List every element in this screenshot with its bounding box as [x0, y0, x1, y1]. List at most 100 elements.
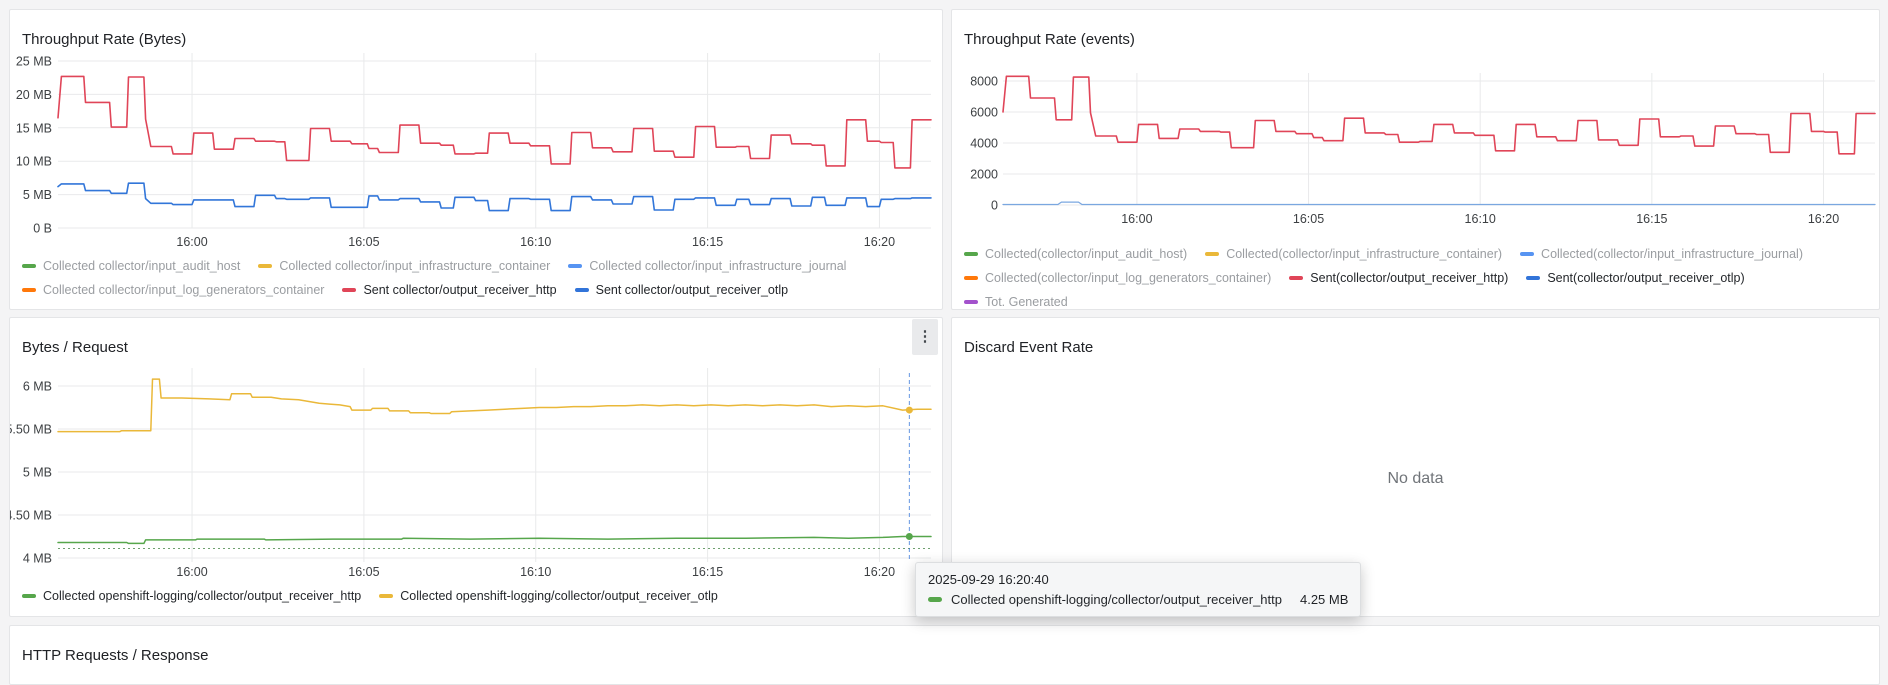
- legend-row: Collected openshift-logging/collector/ou…: [22, 584, 934, 608]
- y-axis-label: 25 MB: [16, 55, 52, 69]
- y-axis-label: 0: [991, 199, 998, 213]
- legend-swatch: [964, 252, 978, 256]
- legend-label: Collected(collector/input_log_generators…: [985, 271, 1272, 285]
- legend-label: Sent(collector/output_receiver_http): [1310, 271, 1509, 285]
- y-axis-label: 5.50 MB: [10, 423, 52, 437]
- y-axis-label: 4.50 MB: [10, 509, 52, 523]
- legend-bytes-request: Collected openshift-logging/collector/ou…: [22, 584, 934, 608]
- legend-item[interactable]: Collected(collector/input_infrastructure…: [1520, 247, 1803, 261]
- legend-swatch: [1526, 276, 1541, 280]
- legend-label: Collected collector/input_infrastructure…: [279, 259, 551, 273]
- y-axis-label: 2000: [970, 168, 998, 182]
- hover-point: [905, 406, 913, 414]
- legend-swatch: [964, 300, 978, 304]
- legend-label: Collected(collector/input_infrastructure…: [1541, 247, 1803, 261]
- x-axis-label: 16:05: [348, 235, 379, 249]
- series-line: [57, 378, 932, 433]
- legend-item[interactable]: Collected collector/input_log_generators…: [22, 283, 324, 297]
- tooltip-series-swatch: [928, 597, 942, 602]
- legend-item[interactable]: Collected(collector/input_log_generators…: [964, 271, 1271, 285]
- x-axis-label: 16:15: [692, 565, 723, 579]
- legend-item[interactable]: Sent collector/output_receiver_http: [342, 283, 557, 297]
- legend-swatch: [1205, 252, 1220, 256]
- throughput-bytes-chart[interactable]: 25 MB 20 MB 15 MB 10 MB 5 MB 0 B 16:00 16:05 16:…: [10, 10, 942, 250]
- panel-title: Throughput Rate (events): [964, 31, 1135, 49]
- legend-swatch: [1289, 276, 1304, 280]
- legend-item[interactable]: Collected collector/input_infrastructure…: [258, 259, 550, 273]
- x-axis-label: 16:20: [1808, 212, 1839, 226]
- y-axis-label: 10 MB: [16, 155, 52, 169]
- legend-label: Sent collector/output_receiver_http: [363, 283, 557, 297]
- tooltip-timestamp: 2025-09-29 16:20:40: [928, 572, 1049, 587]
- no-data-message: No data: [1387, 470, 1444, 487]
- legend-label: Collected collector/input_infrastructure…: [589, 259, 847, 273]
- y-axis-label: 8000: [970, 75, 998, 89]
- legend-label: Collected openshift-logging/collector/ou…: [43, 589, 362, 603]
- y-axis-label: 4 MB: [23, 552, 52, 566]
- series-line: [1002, 201, 1876, 206]
- legend-row: Collected(collector/input_log_generators…: [964, 266, 1871, 290]
- legend-item[interactable]: Tot. Generated: [964, 295, 1068, 309]
- x-axis-label: 16:20: [864, 235, 895, 249]
- legend-label: Collected collector/input_audit_host: [43, 259, 241, 273]
- legend-throughput-events: Collected(collector/input_audit_host) Col…: [964, 242, 1871, 314]
- x-axis-label: 16:15: [1636, 212, 1667, 226]
- legend-swatch: [1520, 252, 1535, 256]
- legend-label: Sent(collector/output_receiver_otlp): [1547, 271, 1745, 285]
- legend-label: Collected(collector/input_audit_host): [985, 247, 1188, 261]
- throughput-events-chart[interactable]: 8000 6000 4000 2000 0 16:00 16:05 16:10 16:15 16:…: [952, 10, 1879, 232]
- legend-row: Tot. Generated: [964, 290, 1871, 314]
- x-axis-label: 16:10: [520, 235, 551, 249]
- x-axis-label: 16:00: [1121, 212, 1152, 226]
- dashboard-page: { "colors":{"green":"#56A64B","yellow":"…: [9, 9, 1880, 685]
- y-axis-label: 4000: [970, 137, 998, 151]
- panel-throughput-events: 8000 6000 4000 2000 0 16:00 16:05 16:10 16:15 16:…: [951, 9, 1880, 310]
- legend-row: Collected collector/input_log_generators…: [22, 278, 934, 302]
- y-axis-label: 6000: [970, 106, 998, 120]
- series-line: [57, 182, 932, 212]
- legend-item[interactable]: Sent collector/output_receiver_otlp: [574, 283, 789, 297]
- legend-item[interactable]: Collected openshift-logging/collector/ou…: [22, 589, 361, 603]
- legend-swatch: [342, 288, 357, 292]
- legend-label: Sent collector/output_receiver_otlp: [595, 283, 789, 297]
- legend-swatch: [964, 276, 978, 280]
- tooltip-value: 4.25 MB: [1299, 592, 1349, 607]
- x-axis-label: 16:10: [1465, 212, 1496, 226]
- legend-swatch: [22, 264, 36, 268]
- legend-swatch: [258, 264, 273, 268]
- legend-item[interactable]: Collected(collector/input_infrastructure…: [1205, 247, 1502, 261]
- panel-bytes-request: 6 MB 5.50 MB 5 MB 4.50 MB 4 MB 16:00 16:05 16:1…: [9, 317, 943, 617]
- legend-item[interactable]: Sent(collector/output_receiver_http): [1289, 271, 1508, 285]
- series-line: [1002, 75, 1876, 155]
- x-axis-label: 16:00: [176, 565, 207, 579]
- legend-item[interactable]: Collected(collector/input_audit_host): [964, 247, 1187, 261]
- legend-item[interactable]: Sent(collector/output_receiver_otlp): [1526, 271, 1745, 285]
- legend-item[interactable]: Collected openshift-logging/collector/ou…: [379, 589, 718, 603]
- x-axis-label: 16:05: [348, 565, 379, 579]
- panel-title: Bytes / Request: [22, 339, 128, 357]
- x-axis-label: 16:15: [692, 235, 723, 249]
- legend-swatch: [22, 594, 36, 598]
- x-axis-label: 16:00: [176, 235, 207, 249]
- legend-label: Tot. Generated: [985, 295, 1068, 309]
- legend-throughput-bytes: Collected collector/input_audit_host Coll…: [22, 254, 934, 302]
- y-axis-label: 5 MB: [23, 188, 52, 202]
- legend-item[interactable]: Collected collector/input_infrastructure…: [568, 259, 846, 273]
- tooltip-series-label: Collected openshift-logging/collector/ou…: [951, 592, 1282, 607]
- legend-swatch: [574, 288, 589, 292]
- legend-row: Collected collector/input_audit_host Coll…: [22, 254, 934, 278]
- legend-item[interactable]: Collected collector/input_audit_host: [22, 259, 240, 273]
- legend-label: Collected collector/input_log_generators…: [43, 283, 325, 297]
- panel-http-requests-response: HTTP Requests / Response: [9, 625, 1880, 685]
- x-axis-label: 16:20: [864, 565, 895, 579]
- panel-menu-button[interactable]: ⋮: [912, 319, 938, 355]
- chart-tooltip: 2025-09-29 16:20:40 Collected openshift-…: [915, 562, 1362, 617]
- legend-label: Collected openshift-logging/collector/ou…: [400, 589, 718, 603]
- y-axis-label: 5 MB: [23, 466, 52, 480]
- hover-point: [905, 533, 913, 540]
- legend-swatch: [22, 288, 36, 292]
- y-axis-label: 6 MB: [23, 380, 52, 394]
- series-line: [57, 535, 932, 545]
- bytes-request-chart[interactable]: 6 MB 5.50 MB 5 MB 4.50 MB 4 MB 16:00 16:05 16:1…: [10, 318, 942, 582]
- y-axis-label: 20 MB: [16, 88, 52, 102]
